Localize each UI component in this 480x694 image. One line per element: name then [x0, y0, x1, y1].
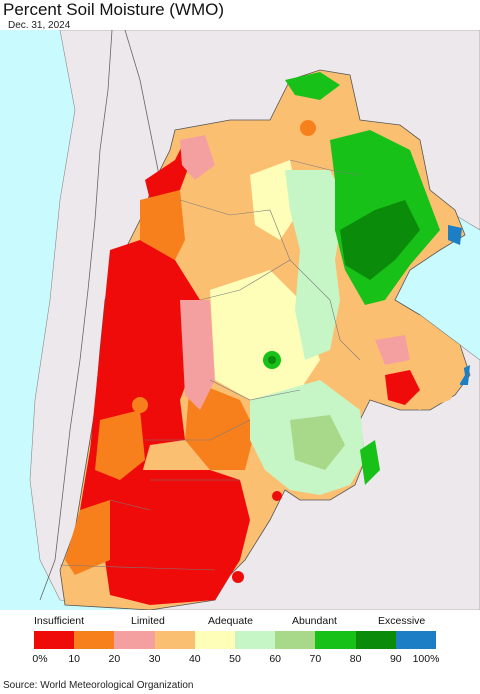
zone-uruguay-pink [375, 335, 410, 365]
legend-ticks: 0% 10 20 30 40 50 60 70 80 90 100% [0, 653, 480, 667]
zone-blue-ne [448, 225, 462, 245]
legend-category-adequate: Adequate [208, 615, 253, 627]
province-borders [59, 159, 361, 571]
legend-tick-7: 70 [309, 653, 322, 665]
legend-tick-2: 20 [108, 653, 121, 665]
legend-category-labels: Insufficient Limited Adequate Abundant E… [0, 615, 480, 629]
legend-tick-5: 50 [229, 653, 241, 665]
legend-tick-0: 0% [32, 653, 48, 665]
legend-swatch-2 [114, 631, 155, 649]
map-title: Percent Soil Moisture (WMO) [3, 0, 225, 19]
spot-darkgreen-center [268, 356, 276, 364]
legend-tick-9: 90 [389, 653, 402, 665]
zone-lightgreen-east [285, 170, 345, 360]
zone-pink-center [180, 300, 215, 410]
legend-swatch-7 [315, 631, 356, 649]
legend-color-bar [34, 631, 437, 649]
legend-swatch-3 [154, 631, 195, 649]
legend-swatch-0 [34, 631, 75, 649]
zone-midgreen-pampas [290, 415, 345, 470]
spot-red-buenosaires [272, 491, 282, 501]
legend-tick-8: 80 [349, 653, 362, 665]
legend-swatch-8 [355, 631, 396, 649]
legend-tick-4: 40 [188, 653, 201, 665]
legend-tick-1: 10 [68, 653, 81, 665]
legend-category-limited: Limited [131, 615, 165, 627]
zone-green-se [360, 440, 380, 485]
zone-green-north [285, 72, 340, 100]
legend-category-excessive: Excessive [378, 615, 426, 627]
source-credit: Source: World Meteorological Organizatio… [3, 680, 194, 691]
spot-orange-north [300, 120, 316, 136]
spot-orange-west [132, 397, 148, 413]
legend-swatch-6 [275, 631, 316, 649]
zone-yellow-center [210, 270, 320, 400]
zone-orange-west [140, 190, 185, 260]
legend-tick-6: 60 [269, 653, 282, 665]
zone-darkgreen-core [340, 200, 420, 280]
legend-swatch-9 [395, 631, 437, 649]
legend-tick-10: 100% [412, 653, 440, 665]
chile-coast [39, 30, 113, 601]
zone-orange-patch [95, 410, 145, 480]
legend-tick-3: 30 [148, 653, 161, 665]
legend-swatch-1 [74, 631, 115, 649]
zone-uruguay-red [385, 370, 420, 405]
legend-category-abundant: Abundant [292, 615, 337, 627]
soil-moisture-map [0, 30, 480, 610]
legend-category-insufficient: Insufficient [34, 615, 85, 627]
legend-swatch-4 [194, 631, 236, 649]
map-date: Dec. 31, 2024 [8, 20, 71, 31]
spot-red-falklands [232, 571, 244, 583]
zone-red-south [105, 470, 250, 605]
zone-pink-north [180, 135, 215, 180]
zone-orange-sw [65, 500, 110, 575]
legend-swatch-5 [235, 631, 276, 649]
